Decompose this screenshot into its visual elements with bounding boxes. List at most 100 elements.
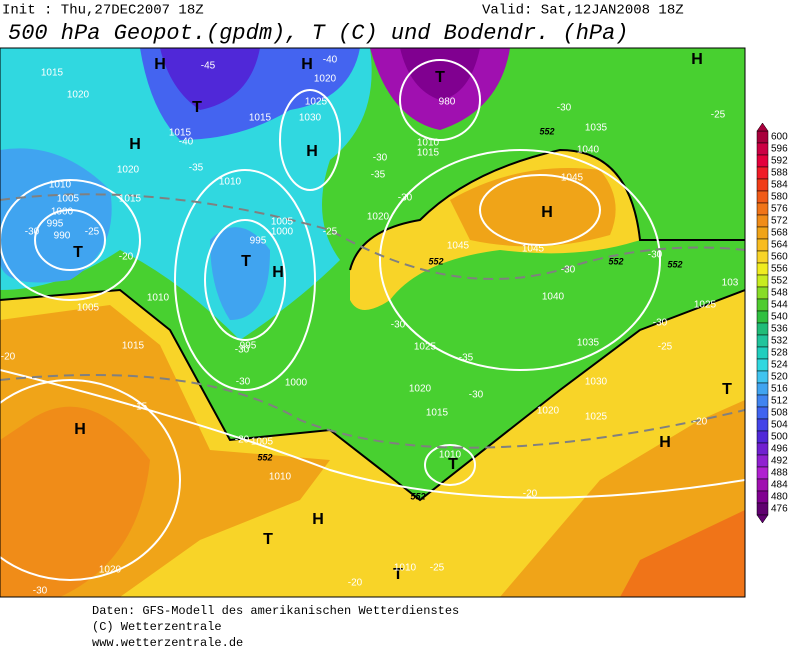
colorbar-label: 512	[771, 396, 788, 407]
colorbar-swatch	[756, 166, 769, 180]
isobar-label: 1045	[561, 173, 584, 184]
colorbar-swatch	[756, 334, 769, 348]
isobar-label: 1000	[285, 378, 308, 389]
colorbar-swatch	[756, 226, 769, 240]
colorbar-swatch	[756, 382, 769, 396]
isobar-label: 1005	[77, 303, 100, 314]
footer-line: www.wetterzentrale.de	[92, 636, 243, 648]
isobar-label: 1015	[426, 408, 449, 419]
isobar-label: 1010	[147, 293, 170, 304]
isotherm-label: -30	[648, 250, 663, 261]
isotherm-label: -30	[653, 318, 668, 329]
colorbar-swatch	[756, 418, 769, 432]
isobar-label: 1015	[249, 113, 272, 124]
colorbar-swatch	[756, 286, 769, 300]
colorbar-swatch	[756, 130, 769, 144]
isotherm-label: -40	[179, 137, 194, 148]
isotherm-label: -30	[25, 227, 40, 238]
colorbar-label: 536	[771, 324, 788, 335]
contour-label: 552	[257, 452, 272, 462]
contour-label: 552	[539, 126, 554, 136]
isotherm-label: -25	[711, 110, 726, 121]
isobar-label: 1035	[577, 338, 600, 349]
pressure-center: T	[263, 531, 273, 548]
colorbar-label: 572	[771, 216, 788, 227]
isobar-label: 1005	[251, 437, 274, 448]
isobar-label: 1010	[439, 450, 462, 461]
isotherm-label: -15	[133, 402, 148, 413]
isobar-label: 1015	[417, 148, 440, 159]
valid-time: Valid: Sat,12JAN2008 18Z	[482, 3, 684, 19]
colorbar-label: 528	[771, 348, 788, 359]
colorbar-label: 520	[771, 372, 788, 383]
isobar-label: 1010	[49, 180, 72, 191]
isobar-label: 1010	[269, 472, 292, 483]
pressure-center: H	[301, 56, 313, 73]
pressure-center: H	[541, 204, 553, 221]
colorbar-tip	[756, 514, 769, 524]
isobar-label: 995	[250, 236, 267, 247]
colorbar-swatch	[756, 154, 769, 168]
colorbar-label: 596	[771, 144, 788, 155]
isotherm-label: -20	[693, 417, 708, 428]
isotherm-label: -25	[430, 563, 445, 574]
colorbar-label: 508	[771, 408, 788, 419]
colorbar-label: 540	[771, 312, 788, 323]
colorbar-swatch	[756, 466, 769, 480]
isotherm-label: -35	[371, 170, 386, 181]
colorbar-label: 492	[771, 456, 788, 467]
isobar-label: 1030	[585, 377, 608, 388]
isobar-label: 980	[439, 97, 456, 108]
isobar-label: 1045	[447, 241, 470, 252]
colorbar-label: 496	[771, 444, 788, 455]
isobar-label: 1020	[99, 565, 122, 576]
pressure-center: H	[691, 51, 703, 68]
pressure-center: T	[241, 253, 251, 270]
isotherm-label: -30	[373, 153, 388, 164]
isotherm-label: -35	[459, 353, 474, 364]
isobar-label: 1030	[299, 113, 322, 124]
isotherm-label: -45	[201, 61, 216, 72]
colorbar-label: 592	[771, 156, 788, 167]
colorbar-label: 576	[771, 204, 788, 215]
isotherm-label: -20	[235, 435, 250, 446]
colorbar-label: 588	[771, 168, 788, 179]
pressure-center: H	[272, 264, 284, 281]
isobar-label: 1035	[585, 123, 608, 134]
colorbar-swatch	[756, 394, 769, 408]
colorbar-swatch	[756, 490, 769, 504]
isobar-label: 103	[722, 278, 739, 289]
colorbar-tip	[756, 122, 769, 132]
pressure-center: H	[306, 143, 318, 160]
pressure-center: T	[192, 99, 202, 116]
isobar-label: 1010	[394, 563, 417, 574]
colorbar-swatch	[756, 406, 769, 420]
pressure-center: H	[129, 136, 141, 153]
isobar-label: 995	[240, 341, 257, 352]
colorbar-label: 584	[771, 180, 788, 191]
colorbar-swatch	[756, 370, 769, 384]
isobar-label: 1025	[414, 342, 437, 353]
map-area	[0, 48, 745, 597]
isobar-label: 1005	[271, 217, 294, 228]
isotherm-label: -30	[391, 320, 406, 331]
colorbar-label: 580	[771, 192, 788, 203]
isobar-label: 995	[47, 219, 64, 230]
isobar-label: 1005	[57, 194, 80, 205]
colorbar-label: 516	[771, 384, 788, 395]
init-time: Init : Thu,27DEC2007 18Z	[2, 3, 204, 19]
contour-label: 552	[667, 259, 682, 269]
footer-line: Daten: GFS-Modell des amerikanischen Wet…	[92, 604, 459, 618]
colorbar-swatch	[756, 178, 769, 192]
isotherm-label: -30	[398, 193, 413, 204]
colorbar-label: 524	[771, 360, 788, 371]
colorbar-label: 500	[771, 432, 788, 443]
colorbar-label: 504	[771, 420, 788, 431]
isobar-label: 1010	[417, 138, 440, 149]
isotherm-label: -30	[33, 586, 48, 597]
isotherm-label: -25	[658, 342, 673, 353]
colorbar-label: 484	[771, 480, 788, 491]
isobar-label: 1045	[522, 244, 545, 255]
pressure-center: H	[659, 434, 671, 451]
